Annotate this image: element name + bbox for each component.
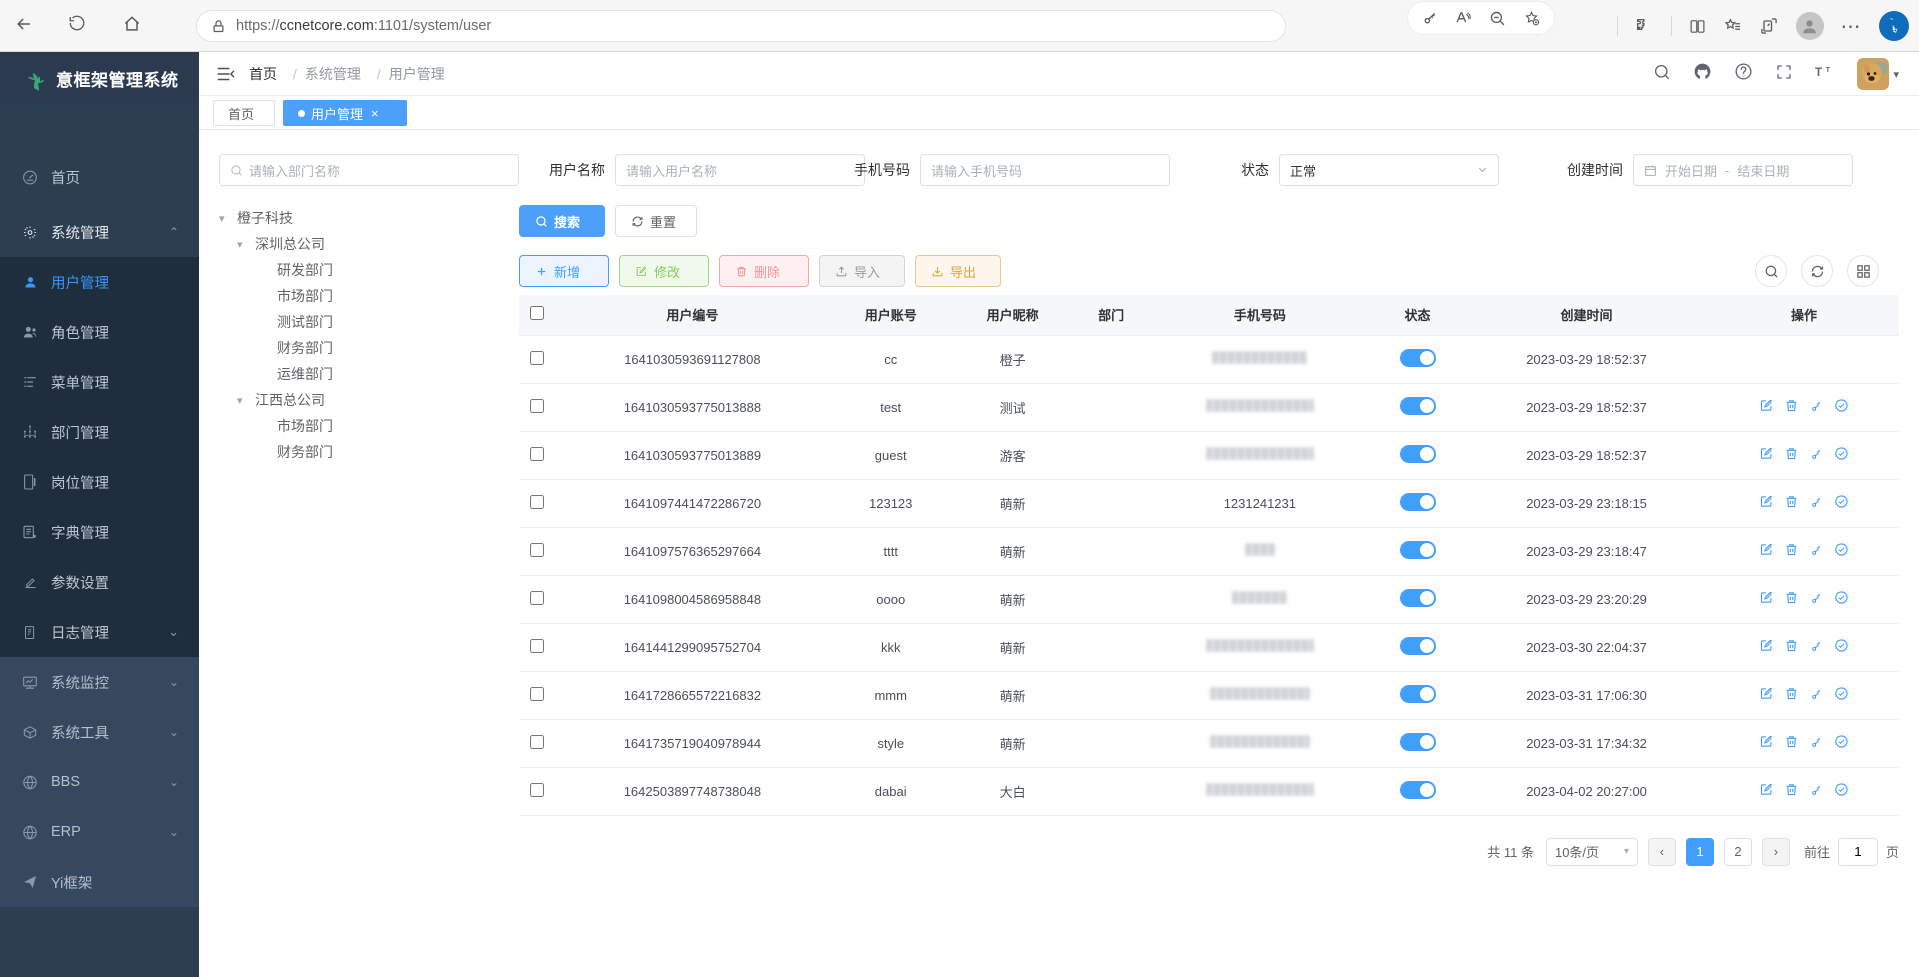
svg-text:T: T [1815, 66, 1822, 78]
svg-text:T: T [1826, 67, 1831, 74]
